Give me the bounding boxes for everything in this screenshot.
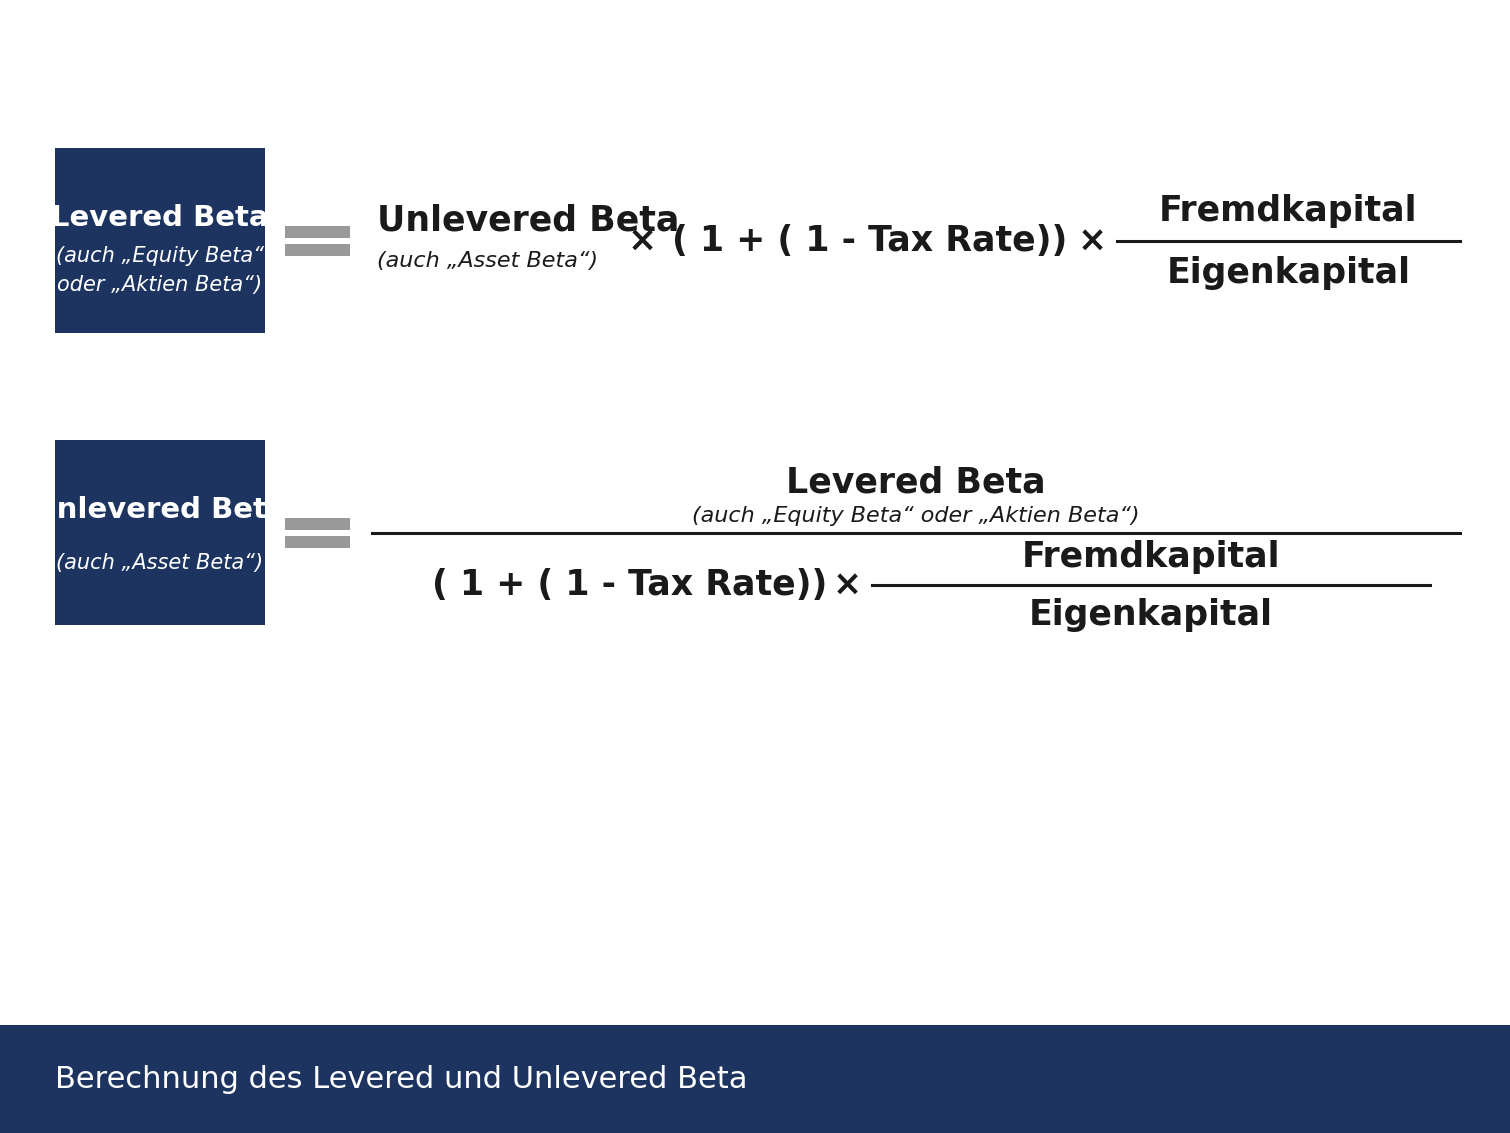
Text: ×: ×	[628, 223, 657, 257]
Text: ×: ×	[1078, 223, 1107, 257]
Text: (auch „Equity Beta“
oder „Aktien Beta“): (auch „Equity Beta“ oder „Aktien Beta“)	[56, 247, 264, 295]
Text: (auch „Asset Beta“): (auch „Asset Beta“)	[56, 553, 264, 572]
Text: ( 1 + ( 1 - Tax Rate)): ( 1 + ( 1 - Tax Rate))	[432, 568, 827, 602]
Text: Levered Beta: Levered Beta	[787, 466, 1046, 500]
Text: Unlevered Beta: Unlevered Beta	[33, 496, 287, 525]
FancyBboxPatch shape	[284, 536, 349, 547]
Text: Fremdkapital: Fremdkapital	[1022, 539, 1280, 573]
Text: (auch „Asset Beta“): (auch „Asset Beta“)	[378, 250, 598, 271]
Text: Berechnung des Levered und Unlevered Beta: Berechnung des Levered und Unlevered Bet…	[54, 1065, 747, 1093]
Text: Levered Beta: Levered Beta	[51, 204, 269, 232]
FancyBboxPatch shape	[284, 225, 349, 238]
FancyBboxPatch shape	[0, 1025, 1510, 1133]
Text: Fremdkapital: Fremdkapital	[1160, 194, 1418, 228]
FancyBboxPatch shape	[54, 148, 264, 333]
FancyBboxPatch shape	[54, 440, 264, 625]
Text: Eigenkapital: Eigenkapital	[1028, 597, 1273, 631]
Text: (auch „Equity Beta“ oder „Aktien Beta“): (auch „Equity Beta“ oder „Aktien Beta“)	[692, 506, 1140, 527]
FancyBboxPatch shape	[284, 518, 349, 529]
Text: ×: ×	[832, 568, 862, 602]
FancyBboxPatch shape	[284, 244, 349, 256]
Text: Eigenkapital: Eigenkapital	[1167, 256, 1410, 290]
Text: ( 1 + ( 1 - Tax Rate)): ( 1 + ( 1 - Tax Rate))	[672, 223, 1068, 257]
Text: Unlevered Beta: Unlevered Beta	[378, 204, 680, 238]
